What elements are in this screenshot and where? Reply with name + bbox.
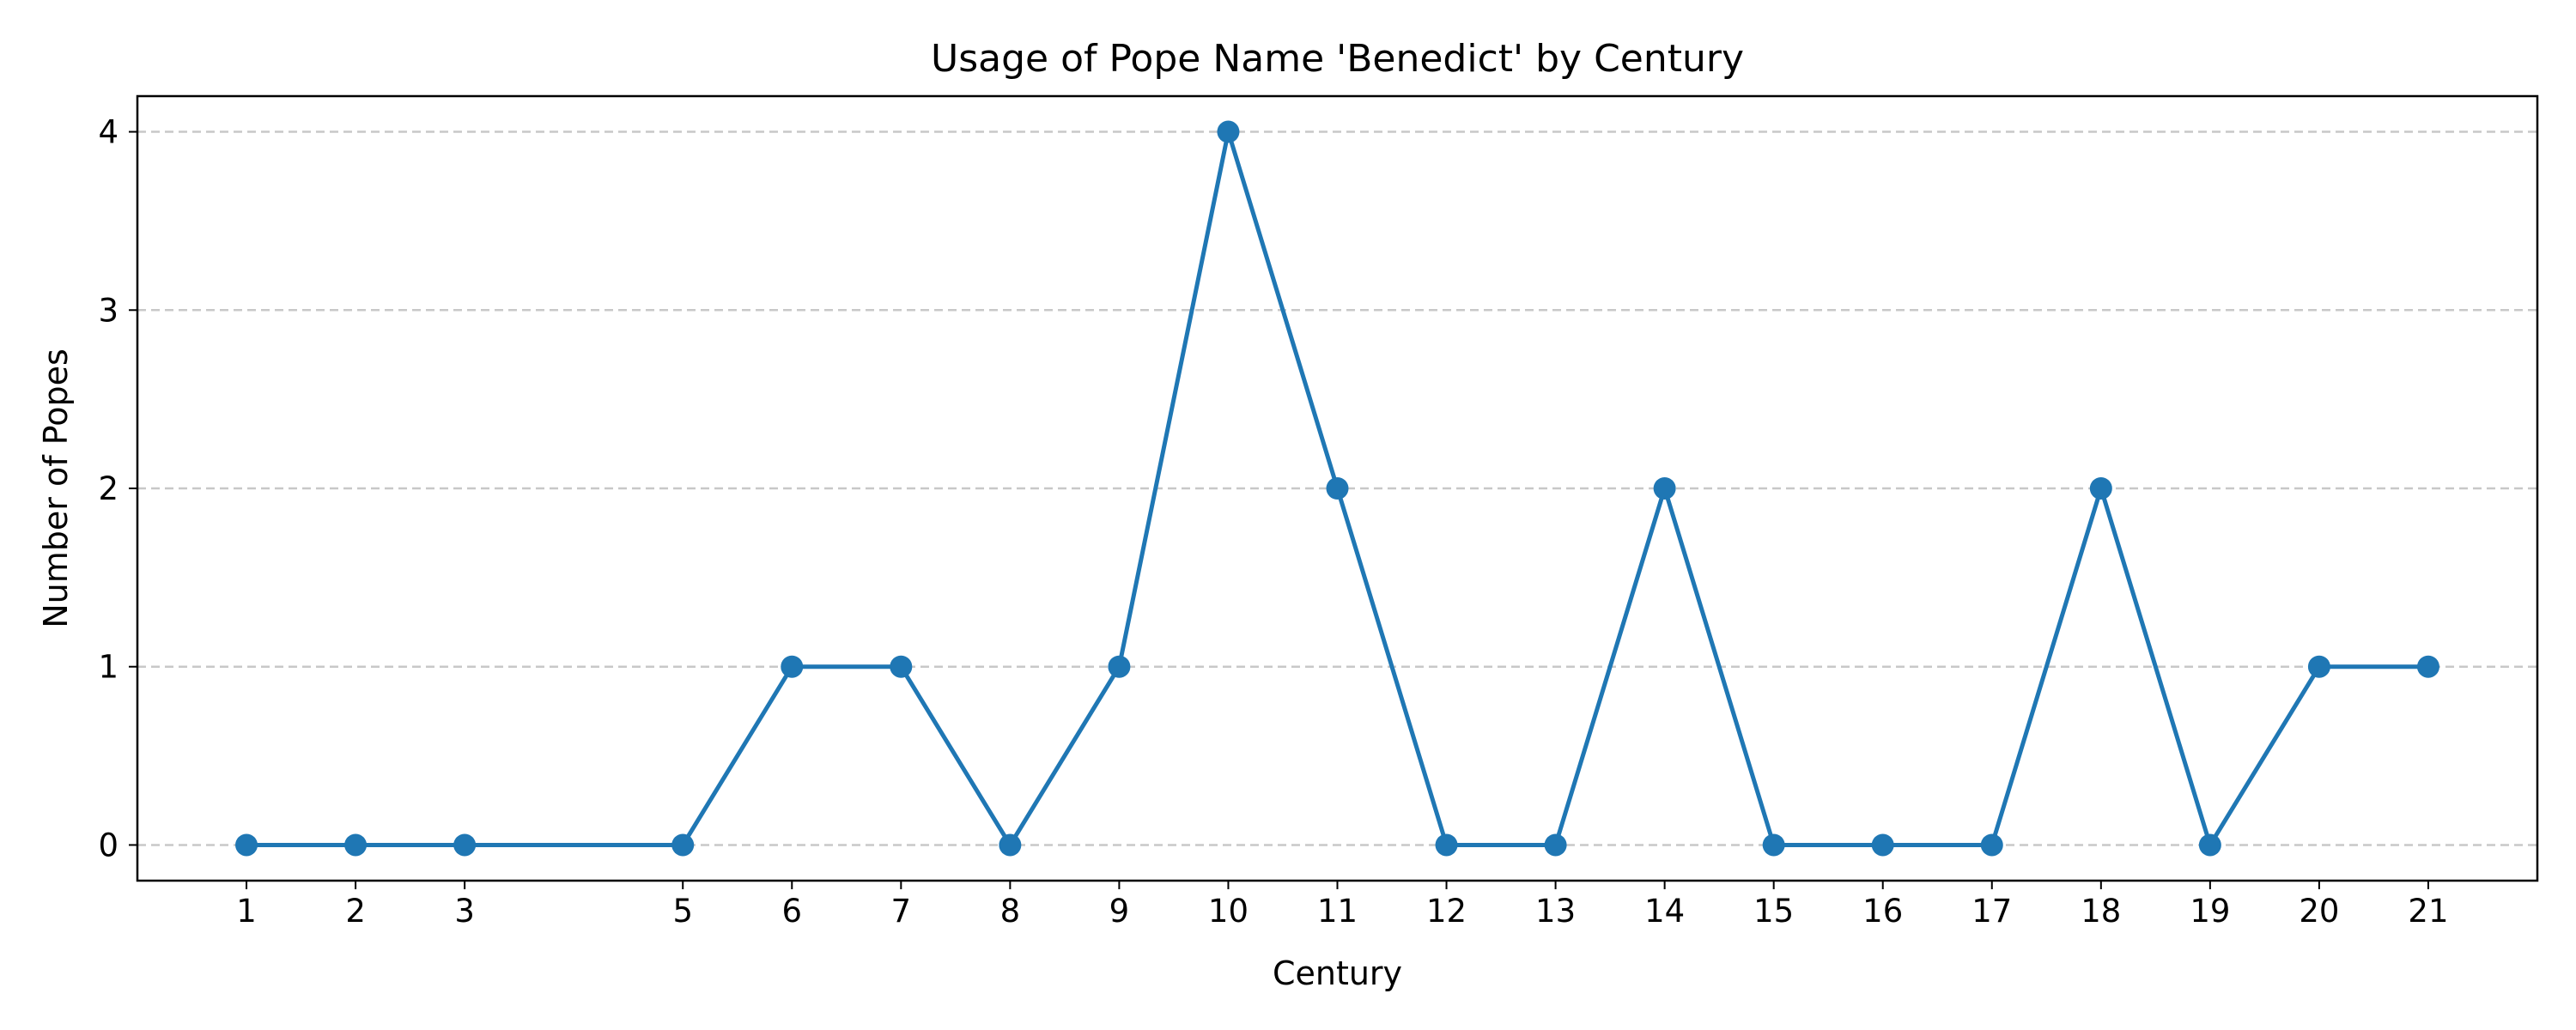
- data-point: [2416, 655, 2439, 678]
- x-tick-label: 7: [891, 893, 912, 930]
- x-tick-label: 19: [2190, 893, 2230, 930]
- data-point: [781, 655, 804, 678]
- x-tick-label: 8: [1000, 893, 1021, 930]
- data-point: [890, 655, 913, 678]
- data-point: [235, 833, 258, 857]
- x-tick-label: 14: [1644, 893, 1685, 930]
- data-point: [2089, 477, 2112, 500]
- data-point: [1544, 833, 1567, 857]
- x-tick-label: 3: [454, 893, 475, 930]
- data-point: [1980, 833, 2003, 857]
- x-tick-label: 6: [781, 893, 802, 930]
- y-tick-label: 1: [98, 649, 118, 686]
- x-tick-label: 15: [1753, 893, 1794, 930]
- data-point: [344, 833, 368, 857]
- x-tick-label: 18: [2081, 893, 2121, 930]
- x-tick-label: 5: [672, 893, 693, 930]
- series-line: [246, 130, 2428, 847]
- y-tick-label: 0: [98, 827, 118, 863]
- x-tick-label: 20: [2299, 893, 2339, 930]
- x-tick-label: 11: [1317, 893, 1358, 930]
- data-point: [999, 833, 1022, 857]
- x-tick-label: 9: [1109, 893, 1130, 930]
- series-layer: [235, 120, 2439, 857]
- y-tick-label: 4: [98, 114, 118, 151]
- data-point: [2307, 655, 2330, 678]
- x-tick-label: 16: [1862, 893, 1903, 930]
- data-point: [1653, 477, 1676, 500]
- x-tick-label: 2: [345, 893, 366, 930]
- data-point: [1217, 120, 1240, 143]
- data-point: [453, 833, 477, 857]
- y-axis-label: Number of Popes: [37, 348, 75, 628]
- data-point: [1762, 833, 1785, 857]
- data-point: [671, 833, 695, 857]
- x-tick-label: 10: [1208, 893, 1249, 930]
- x-tick-label: 21: [2408, 893, 2448, 930]
- y-tick-label: 3: [98, 292, 118, 329]
- x-axis-label: Century: [1273, 954, 1402, 992]
- x-tick-label: 17: [1971, 893, 2012, 930]
- data-point: [1326, 477, 1349, 500]
- x-tick-label: 1: [236, 893, 257, 930]
- x-tick-label: 13: [1535, 893, 1576, 930]
- x-tick-label: 12: [1426, 893, 1467, 930]
- data-point: [1871, 833, 1894, 857]
- data-point: [1108, 655, 1131, 678]
- data-point: [2198, 833, 2221, 857]
- y-tick-label: 2: [98, 470, 118, 507]
- chart-title: Usage of Pope Name 'Benedict' by Century: [931, 37, 1744, 81]
- data-point: [1435, 833, 1458, 857]
